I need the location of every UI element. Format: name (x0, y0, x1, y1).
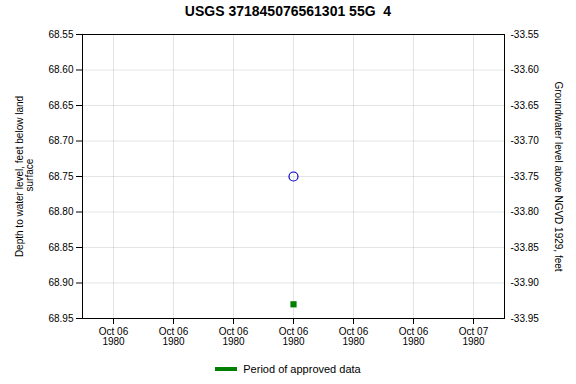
svg-text:Groundwater level above NGVD 1: Groundwater level above NGVD 1929, feet (553, 81, 564, 271)
svg-text:68.55: 68.55 (48, 29, 73, 40)
svg-text:68.60: 68.60 (48, 64, 73, 75)
svg-text:68.80: 68.80 (48, 206, 73, 217)
svg-text:68.70: 68.70 (48, 135, 73, 146)
svg-text:Oct 061980: Oct 061980 (399, 326, 429, 347)
svg-text:Oct 061980: Oct 061980 (339, 326, 369, 347)
svg-text:Depth to water level, feet bel: Depth to water level, feet below land su… (14, 96, 35, 257)
svg-text:-33.70: -33.70 (511, 135, 540, 146)
svg-text:-33.95: -33.95 (511, 313, 540, 324)
svg-text:68.75: 68.75 (48, 171, 73, 182)
svg-text:-33.80: -33.80 (511, 206, 540, 217)
svg-text:Oct 071980: Oct 071980 (459, 326, 489, 347)
svg-text:68.65: 68.65 (48, 100, 73, 111)
svg-text:-33.75: -33.75 (511, 171, 540, 182)
svg-text:68.95: 68.95 (48, 313, 73, 324)
svg-text:Oct 061980: Oct 061980 (159, 326, 189, 347)
svg-text:Oct 061980: Oct 061980 (219, 326, 249, 347)
html-text:USGS 371845076561301 55G 4: USGS 371845076561301 55G 4 (184, 3, 392, 19)
svg-text:-33.85: -33.85 (511, 242, 540, 253)
svg-text:Oct 061980: Oct 061980 (99, 326, 129, 347)
svg-text:68.85: 68.85 (48, 242, 73, 253)
svg-text:Oct 061980: Oct 061980 (279, 326, 309, 347)
html-text:Period of approved data: Period of approved data (243, 363, 361, 375)
svg-text:-33.65: -33.65 (511, 100, 540, 111)
svg-text:68.90: 68.90 (48, 277, 73, 288)
svg-text:-33.60: -33.60 (511, 64, 540, 75)
svg-text:-33.55: -33.55 (511, 29, 540, 40)
svg-text:-33.90: -33.90 (511, 277, 540, 288)
